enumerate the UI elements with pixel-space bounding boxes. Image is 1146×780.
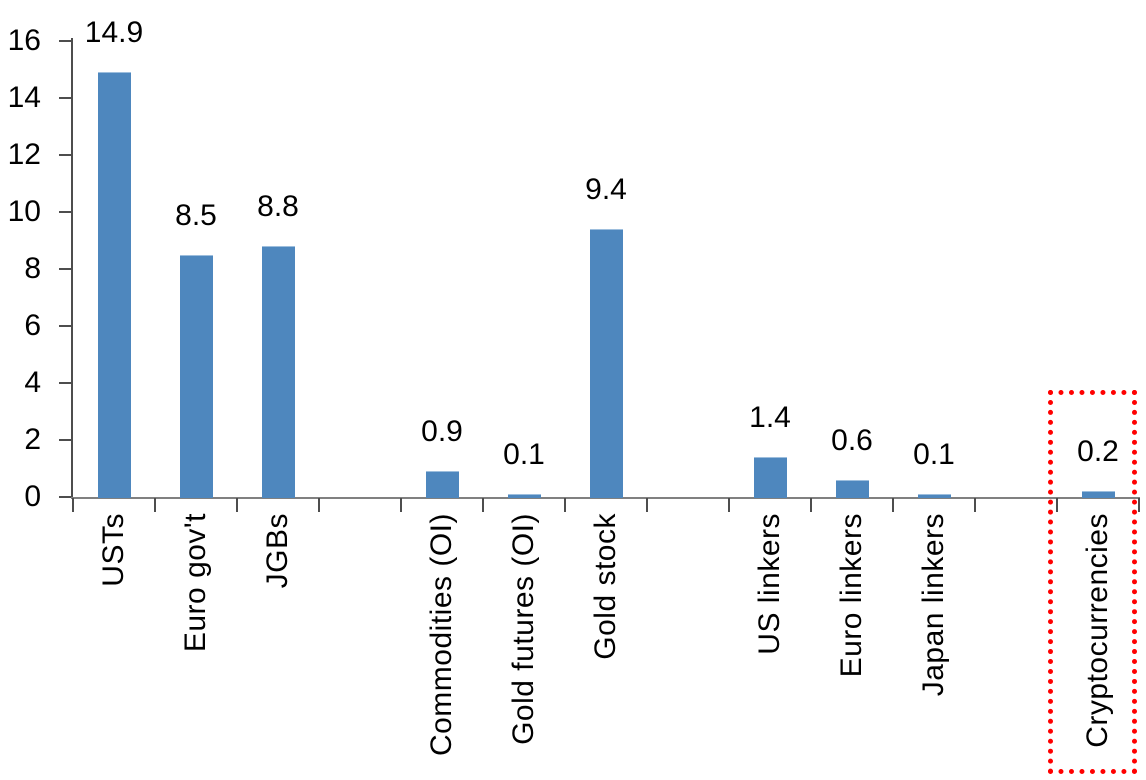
category-label: JGBs (261, 513, 294, 589)
highlight-box (1048, 390, 1137, 774)
value-label: 0.2 (1077, 435, 1119, 469)
x-axis-tick (564, 498, 566, 512)
value-label: 8.8 (257, 190, 299, 224)
bar-euro-gov-t (179, 254, 213, 498)
y-tick-label: 14 (7, 81, 41, 114)
category-label: Commodities (OI) (425, 513, 458, 757)
value-label: 9.4 (585, 173, 627, 207)
y-tick-label: 16 (7, 24, 41, 57)
category-label: Euro linkers (835, 513, 868, 678)
y-axis-tick (59, 496, 71, 498)
category-label: Gold stock (589, 513, 622, 660)
x-axis-tick (728, 498, 730, 512)
bar-cryptocurrencies (1081, 491, 1115, 498)
value-label: 1.4 (749, 401, 791, 435)
x-axis-tick (400, 498, 402, 512)
y-tick-label: 4 (24, 366, 41, 399)
bar-gold-futures-oi- (507, 494, 541, 498)
y-axis-tick (59, 154, 71, 156)
category-label: USTs (97, 513, 130, 587)
y-axis-tick (59, 325, 71, 327)
bar-japan-linkers (917, 494, 951, 498)
x-axis-tick (810, 498, 812, 512)
y-axis-tick (59, 97, 71, 99)
value-label: 0.9 (421, 415, 463, 449)
y-tick-label: 6 (24, 309, 41, 342)
value-label: 0.1 (913, 438, 955, 472)
x-axis-tick (892, 498, 894, 512)
x-axis (71, 497, 1140, 499)
bar-jgbs (261, 246, 295, 498)
y-tick-label: 0 (24, 480, 41, 513)
value-label: 8.5 (175, 198, 217, 232)
y-tick-label: 2 (24, 423, 41, 456)
y-axis-tick (59, 40, 71, 42)
x-axis-tick (482, 498, 484, 512)
x-axis-tick (646, 498, 648, 512)
bar-us-linkers (753, 457, 787, 498)
y-tick-label: 10 (7, 195, 41, 228)
y-tick-label: 12 (7, 138, 41, 171)
bar-gold-stock (589, 229, 623, 498)
category-label: Gold futures (OI) (507, 513, 540, 745)
bar-euro-linkers (835, 479, 869, 498)
x-axis-tick (974, 498, 976, 512)
bar-commodities-oi- (425, 471, 459, 498)
x-axis-tick (236, 498, 238, 512)
value-label: 0.6 (831, 423, 873, 457)
bar-usts (97, 72, 131, 498)
y-axis-tick (59, 268, 71, 270)
category-label: Japan linkers (917, 513, 950, 697)
x-axis-tick (1138, 498, 1140, 512)
x-axis-tick (1056, 498, 1058, 512)
value-label: 14.9 (84, 16, 144, 50)
x-axis-tick (318, 498, 320, 512)
y-axis-tick (59, 439, 71, 441)
y-axis (71, 38, 73, 498)
x-axis-tick (154, 498, 156, 512)
x-axis-tick (72, 498, 74, 512)
y-tick-label: 8 (24, 252, 41, 285)
value-label: 0.1 (503, 438, 545, 472)
y-axis-tick (59, 211, 71, 213)
category-label: Euro gov't (179, 513, 212, 653)
category-label: US linkers (753, 513, 786, 655)
y-axis-tick (59, 382, 71, 384)
